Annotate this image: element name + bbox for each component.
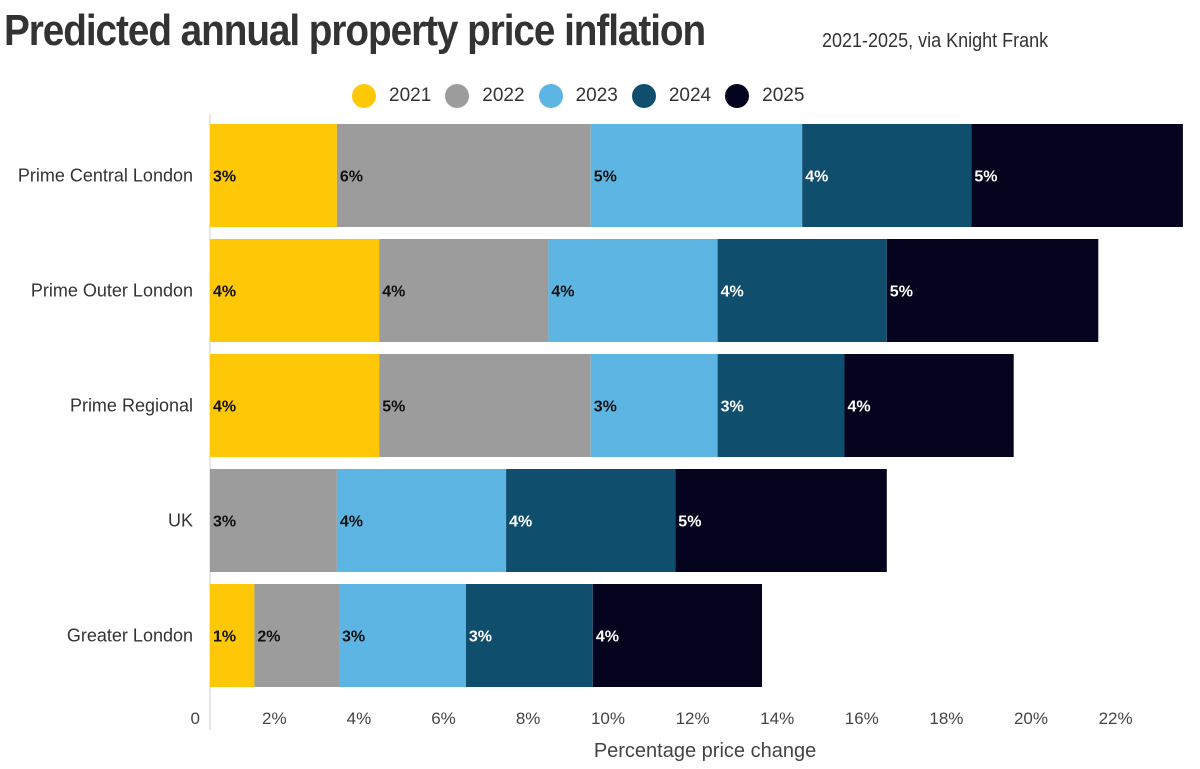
bar-segment bbox=[210, 469, 337, 572]
legend-label: 2024 bbox=[668, 85, 712, 106]
category-label: Prime Outer London bbox=[31, 281, 193, 301]
bar-segment bbox=[254, 584, 340, 687]
legend-swatch-icon bbox=[538, 84, 563, 108]
x-tick-label: 22% bbox=[1099, 709, 1133, 728]
data-label: 5% bbox=[382, 399, 405, 416]
bar-segment bbox=[592, 584, 763, 687]
bar-segment bbox=[339, 584, 466, 687]
x-tick-label: 18% bbox=[929, 709, 963, 728]
data-label: 4% bbox=[382, 284, 405, 301]
data-label: 3% bbox=[213, 169, 236, 186]
bar-segment bbox=[210, 124, 337, 227]
bar-segment bbox=[210, 354, 380, 457]
data-label: 5% bbox=[594, 169, 617, 186]
legend-swatch-icon bbox=[725, 84, 750, 108]
data-label: 6% bbox=[340, 169, 363, 186]
bar-segment bbox=[210, 239, 380, 342]
data-label: 3% bbox=[342, 629, 365, 646]
chart-title-wrap: Predicted annual property price inflatio… bbox=[4, 6, 801, 56]
category-label: Prime Central London bbox=[18, 166, 193, 186]
data-label: 4% bbox=[340, 514, 363, 531]
legend-item-2025[interactable]: 2025 bbox=[725, 84, 804, 108]
x-tick-label: 8% bbox=[516, 709, 541, 728]
bar-segment bbox=[717, 239, 887, 342]
bar-segment bbox=[379, 354, 591, 457]
data-label: 4% bbox=[805, 169, 828, 186]
x-tick-label: 6% bbox=[431, 709, 456, 728]
chart-title: Predicted annual property price inflatio… bbox=[4, 6, 706, 55]
bar-segment bbox=[717, 354, 845, 457]
x-tick-label: 12% bbox=[676, 709, 710, 728]
bar-segment bbox=[506, 469, 676, 572]
legend-label: 2022 bbox=[482, 85, 525, 106]
x-tick-label: 20% bbox=[1014, 709, 1048, 728]
legend-swatch-icon bbox=[631, 84, 656, 108]
bar-segment bbox=[336, 124, 591, 227]
bar-segment bbox=[844, 354, 1014, 457]
data-label: 3% bbox=[594, 399, 617, 416]
x-tick-label: 4% bbox=[347, 709, 372, 728]
data-label: 4% bbox=[509, 514, 532, 531]
data-label: 1% bbox=[213, 629, 236, 646]
data-label: 5% bbox=[678, 514, 701, 531]
legend-label: 2023 bbox=[575, 85, 618, 106]
data-label: 4% bbox=[848, 399, 871, 416]
data-label: 4% bbox=[721, 284, 744, 301]
legend-label: 2021 bbox=[389, 85, 432, 106]
data-label: 3% bbox=[721, 399, 744, 416]
data-label: 5% bbox=[890, 284, 913, 301]
data-label: 4% bbox=[213, 284, 236, 301]
category-label: UK bbox=[168, 511, 193, 531]
legend-item-2021[interactable]: 2021 bbox=[352, 84, 431, 108]
chart-subtitle: 2021-2025, via Knight Frank bbox=[822, 30, 1049, 52]
category-label: Greater London bbox=[67, 626, 193, 646]
legend-swatch-icon bbox=[352, 84, 376, 108]
bar-segment bbox=[210, 584, 255, 687]
bar-segment bbox=[886, 239, 1099, 342]
data-label: 4% bbox=[213, 399, 236, 416]
x-tick-label: 0 bbox=[191, 709, 200, 728]
bar-segment bbox=[971, 124, 1183, 227]
bar-segment bbox=[590, 354, 718, 457]
x-tick-label: 2% bbox=[262, 709, 287, 728]
bar-segment bbox=[548, 239, 718, 342]
data-label: 4% bbox=[596, 629, 619, 646]
bar-segment bbox=[675, 469, 887, 572]
legend-label: 2025 bbox=[762, 85, 805, 106]
x-tick-label: 16% bbox=[845, 709, 879, 728]
bar-segment bbox=[379, 239, 549, 342]
bar-segment bbox=[802, 124, 972, 227]
data-label: 3% bbox=[213, 514, 236, 531]
x-tick-label: 14% bbox=[760, 709, 794, 728]
data-label: 2% bbox=[257, 629, 280, 646]
bar-segment bbox=[465, 584, 593, 687]
data-label: 4% bbox=[551, 284, 574, 301]
x-axis-title: Percentage price change bbox=[594, 740, 816, 762]
category-label: Prime Regional bbox=[70, 396, 193, 416]
bar-segment bbox=[336, 469, 507, 572]
legend-item-2024[interactable]: 2024 bbox=[631, 84, 712, 108]
x-tick-label: 10% bbox=[591, 709, 625, 728]
legend: 2021 2022 2023 2024 2025 bbox=[352, 84, 818, 108]
legend-item-2023[interactable]: 2023 bbox=[538, 84, 618, 108]
bar-segment bbox=[590, 124, 803, 227]
legend-swatch-icon bbox=[445, 84, 470, 108]
data-label: 5% bbox=[974, 169, 997, 186]
legend-item-2022[interactable]: 2022 bbox=[445, 84, 525, 108]
data-label: 3% bbox=[469, 629, 492, 646]
